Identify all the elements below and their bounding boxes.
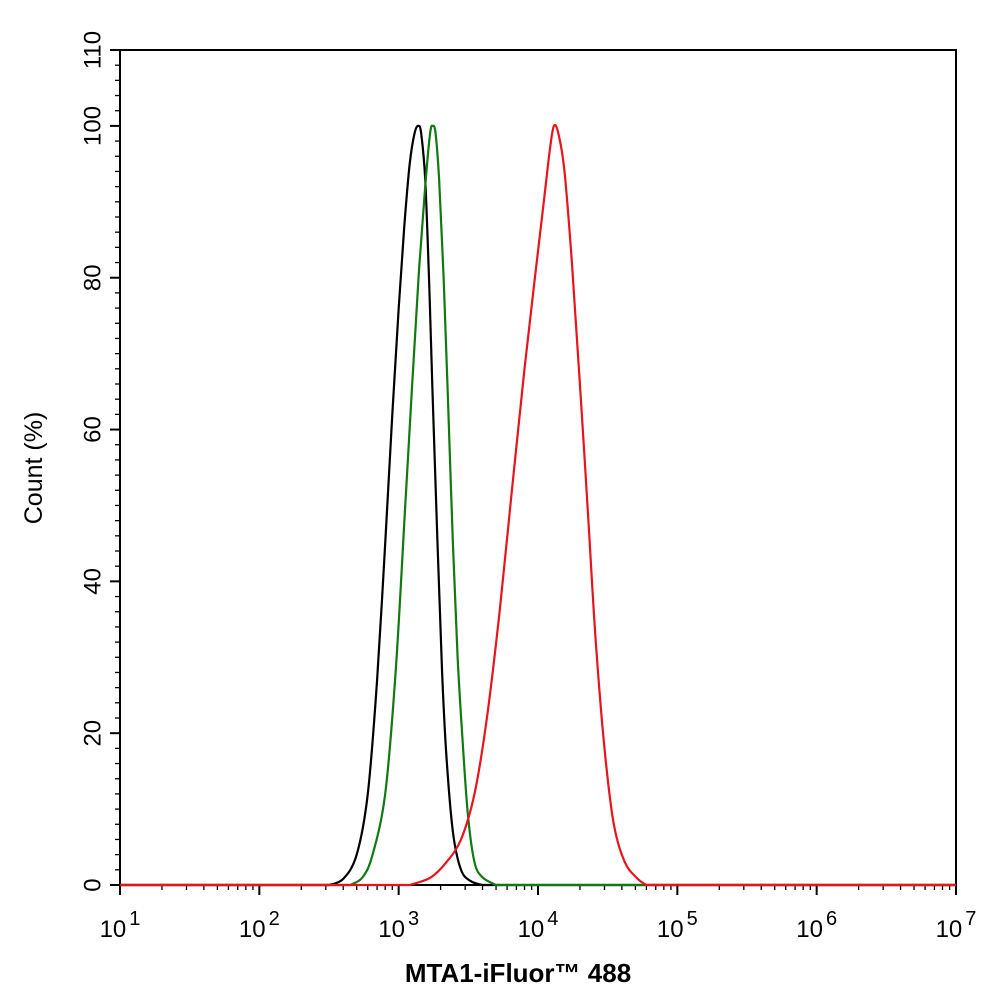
y-tick-label: 110 xyxy=(80,31,107,69)
x-tick-base: 10 xyxy=(239,916,266,943)
y-tick-label: 80 xyxy=(80,264,107,291)
x-tick-label: 10 3 xyxy=(378,908,419,943)
x-tick-label: 10 5 xyxy=(657,908,698,943)
y-axis-title: Count (%) xyxy=(20,412,48,525)
x-tick-label: 10 4 xyxy=(518,908,559,943)
x-axis: 10 1 10 2 10 3 10 4 10 5 10 6 10 7 xyxy=(100,885,977,943)
x-tick-base: 10 xyxy=(378,916,405,943)
x-tick-label: 10 2 xyxy=(239,908,280,943)
x-tick-exponent: 6 xyxy=(826,908,837,930)
x-tick-base: 10 xyxy=(518,916,545,943)
x-tick-exponent: 4 xyxy=(547,908,558,930)
y-tick-label: 100 xyxy=(80,106,107,146)
x-tick-label: 10 6 xyxy=(796,908,837,943)
x-tick-label: 10 7 xyxy=(936,908,977,943)
y-tick-label: 60 xyxy=(80,416,107,443)
series-line-3 xyxy=(120,123,956,887)
x-tick-exponent: 2 xyxy=(269,908,280,930)
series-group xyxy=(120,123,956,887)
y-tick-label: 0 xyxy=(80,878,107,891)
y-tick-label: 40 xyxy=(80,568,107,595)
x-tick-exponent: 5 xyxy=(687,908,698,930)
x-tick-exponent: 3 xyxy=(408,908,419,930)
x-tick-base: 10 xyxy=(796,916,823,943)
y-tick-label: 20 xyxy=(80,720,107,747)
plot-frame xyxy=(119,49,957,886)
x-tick-base: 10 xyxy=(657,916,684,943)
x-tick-exponent: 1 xyxy=(129,908,140,930)
x-tick-base: 10 xyxy=(936,916,963,943)
series-line-2 xyxy=(120,124,956,887)
series-line-1 xyxy=(120,124,956,887)
y-axis: 0 20 40 60 80 100 110 xyxy=(80,31,120,892)
x-tick-exponent: 7 xyxy=(965,908,976,930)
x-tick-base: 10 xyxy=(100,916,127,943)
x-axis-title: MTA1-iFluor™ 488 xyxy=(405,958,631,988)
x-tick-label: 10 1 xyxy=(100,908,141,943)
